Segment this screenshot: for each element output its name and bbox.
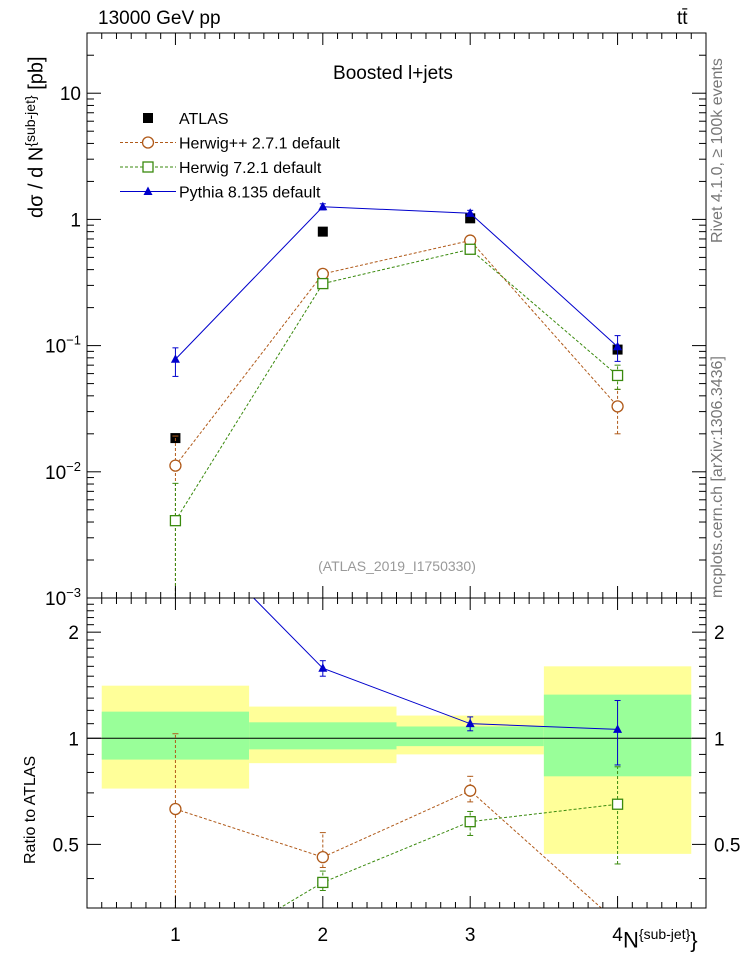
main-ytick-label: 1 — [70, 210, 81, 231]
legend-marker-herwig-2-7-1-default — [141, 136, 155, 149]
ratio-point-herwig-2-7-1-default-1 — [169, 802, 182, 816]
ratio-point-herwig-2-7-1-default-3 — [464, 784, 477, 797]
main-line-pythia-8-135-default — [175, 206, 618, 360]
ratio-ytick-label-right: 1 — [714, 729, 725, 750]
main-point-pythia-8-135-default-1 — [170, 354, 180, 363]
legend-marker-herwig-7-2-1-default — [142, 161, 154, 173]
ratio-series-herwig-2-7-1-default — [169, 733, 603, 908]
legend-entry-pythia-8-135-default: Pythia 8.135 default — [120, 185, 321, 202]
main-ytick-label-exponent: −3 — [66, 585, 81, 600]
main-ytick-label-base: 10 — [60, 84, 81, 105]
ratio-line-herwig-7-2-1-default — [278, 803, 618, 908]
legend-label-atlas: ATLAS — [179, 111, 229, 128]
ratio-series-pythia-8-135-default — [252, 598, 623, 766]
ratio-xtick-label: 3 — [465, 925, 476, 946]
energy-label: 13000 GeV pp — [98, 8, 221, 29]
main-point-pythia-8-135-default-3 — [465, 208, 475, 217]
main-point-atlas-2 — [317, 226, 328, 237]
ratio-line-pythia-8-135-default — [252, 598, 618, 730]
legend-entry-atlas: ATLAS — [143, 111, 229, 128]
ratio-point-herwig-2-7-1-default-2 — [316, 851, 329, 864]
main-point-herwig-7-2-1-default-3 — [464, 243, 476, 255]
legend-entry-herwig-7-2-1-default: Herwig 7.2.1 default — [120, 160, 322, 177]
x-axis-label-text: N — [623, 927, 639, 953]
main-series-pythia-8-135-default — [170, 201, 623, 377]
legend-entry-herwig-2-7-1-default: Herwig++ 2.7.1 default — [120, 136, 341, 153]
main-y-axis-label-superscript: {sub-jet} — [22, 95, 38, 147]
main-ytick-label: 10−1 — [45, 333, 81, 358]
process-label: tt̄ — [677, 8, 688, 29]
ratio-point-pythia-8-135-default-2 — [318, 663, 328, 672]
band-inner-2 — [249, 722, 397, 750]
ratio-ytick-label-right: 0.5 — [714, 835, 740, 856]
main-line-herwig-7-2-1-default — [175, 248, 618, 521]
main-series-atlas — [170, 213, 623, 444]
main-point-herwig-7-2-1-default-2 — [317, 277, 329, 290]
main-ytick-label-exponent: −1 — [66, 333, 81, 348]
ratio-line-herwig-2-7-1-default — [175, 790, 603, 908]
ratio-point-herwig-7-2-1-default-2 — [317, 876, 329, 889]
main-line-herwig-2-7-1-default — [175, 239, 618, 466]
legend-label-herwig-2-7-1-default: Herwig++ 2.7.1 default — [179, 136, 341, 153]
main-y-axis-label-unit: [pb] — [25, 56, 48, 96]
main-panel-series — [169, 201, 624, 598]
main-series-herwig-2-7-1-default — [169, 234, 624, 598]
x-axis-label: N{sub-jet}} — [623, 926, 698, 953]
main-ytick-label-base: 10 — [45, 463, 66, 484]
analysis-id-annotation: (ATLAS_2019_I1750330) — [318, 558, 476, 574]
ratio-uncertainty-bands — [101, 666, 692, 854]
legend-marker-atlas — [143, 113, 153, 123]
ratio-ytick-label-left: 2 — [68, 623, 79, 644]
main-ytick-label: 10−2 — [45, 459, 81, 484]
ratio-series-herwig-7-2-1-default — [170, 766, 624, 972]
main-ytick-label-base: 1 — [70, 210, 81, 231]
main-point-pythia-8-135-default-2 — [318, 201, 328, 211]
legend-label-herwig-7-2-1-default: Herwig 7.2.1 default — [179, 160, 322, 177]
chart-title: Boosted l+jets — [333, 63, 453, 84]
ratio-y-axis-label: Ratio to ATLAS — [22, 755, 39, 864]
main-ytick-label-base: 10 — [45, 589, 66, 610]
ratio-ytick-label-left: 0.5 — [53, 835, 79, 856]
ratio-xtick-label: 1 — [170, 925, 181, 946]
x-axis-label-closing: } — [690, 927, 698, 953]
ratio-point-herwig-7-2-1-default-3 — [464, 816, 476, 828]
main-y-axis-label: dσ / d N{sub-jet} [pb] — [22, 56, 49, 218]
main-ytick-label: 10−3 — [45, 585, 81, 610]
ratio-panel-series — [169, 598, 624, 972]
rivet-info-text: Rivet 4.1.0, ≥ 100k events — [709, 58, 726, 243]
main-point-herwig-7-2-1-default-1 — [169, 515, 182, 527]
main-y-axis-label-text: dσ / d N — [25, 146, 48, 218]
ratio-ytick-label-left: 1 — [68, 729, 79, 750]
legend-marker-pythia-8-135-default — [143, 186, 153, 195]
source-info-text: mcplots.cern.ch [arXiv:1306.3436] — [709, 356, 726, 598]
band-inner-3 — [396, 726, 544, 747]
legend-label-pythia-8-135-default: Pythia 8.135 default — [179, 185, 321, 202]
x-axis-label-superscript: {sub-jet} — [638, 926, 691, 942]
main-point-pythia-8-135-default-4 — [613, 341, 623, 351]
ratio-point-pythia-8-135-default-3 — [465, 718, 475, 728]
ratio-point-herwig-7-2-1-default-4 — [611, 798, 624, 810]
main-ytick-label-exponent: −2 — [66, 459, 81, 474]
main-point-atlas-3 — [465, 213, 476, 224]
main-point-herwig-7-2-1-default-4 — [611, 369, 624, 382]
main-series-herwig-7-2-1-default — [169, 243, 624, 598]
ratio-point-herwig-7-2-1-default-1 — [170, 965, 180, 972]
ratio-xtick-label: 4 — [612, 925, 623, 946]
main-point-herwig-2-7-1-default-1 — [169, 459, 182, 472]
ratio-ytick-label-right: 2 — [714, 623, 725, 644]
main-ytick-label-base: 10 — [45, 337, 66, 358]
main-point-herwig-2-7-1-default-2 — [316, 267, 329, 281]
main-ytick-label: 10 — [60, 84, 81, 105]
ratio-point-pythia-8-135-default-4 — [613, 724, 623, 733]
legend: ATLAS Herwig++ 2.7.1 default Herwig 7.2.1 … — [120, 111, 341, 202]
main-point-herwig-2-7-1-default-4 — [611, 400, 624, 413]
ratio-xtick-label: 2 — [318, 925, 329, 946]
